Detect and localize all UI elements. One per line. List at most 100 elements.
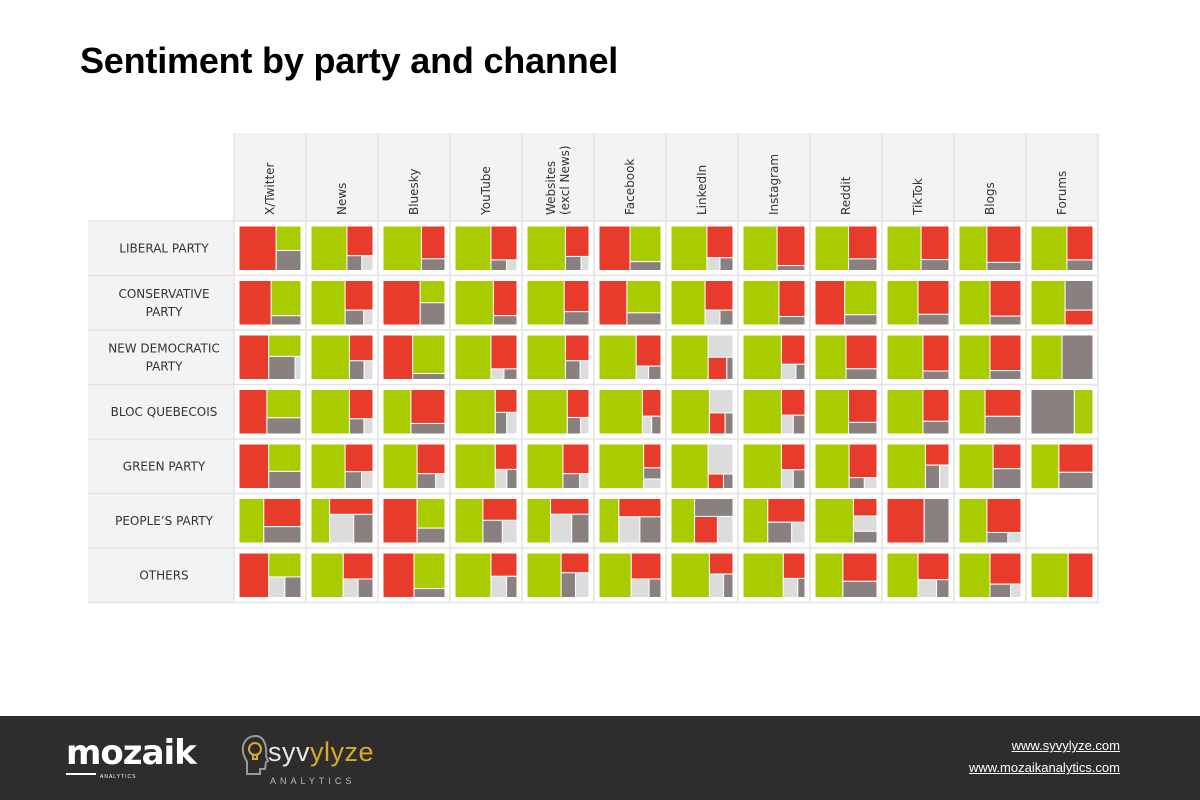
cell-segment-negative: [238, 334, 270, 380]
cell-segment-positive: [886, 389, 924, 435]
row-header-label: CONSERVATIVE PARTY: [118, 287, 209, 319]
cell-segment-negative: [1058, 443, 1094, 473]
cell-segment-neutral: [635, 365, 650, 380]
cell-segment-positive: [598, 552, 632, 598]
cell-segment-positive: [454, 280, 494, 326]
cell-segment-neutral: [580, 416, 590, 435]
row-header-background: [88, 221, 234, 603]
cell-segment-negative: [342, 552, 374, 580]
column-header-label: X/Twitter: [263, 162, 277, 215]
cell-segment-neutral: [1007, 531, 1022, 544]
cell-segment-positive: [526, 280, 565, 326]
cell-segment-other: [726, 356, 734, 380]
cell-segment-other: [410, 422, 446, 435]
cell-segment-neutral: [1010, 583, 1022, 599]
cell-segment-other: [778, 316, 806, 326]
cell-segment-other: [923, 498, 950, 544]
cell-segment-positive: [416, 498, 446, 529]
row-header-label: OTHERS: [139, 568, 188, 582]
cell-segment-positive: [814, 498, 854, 544]
cell-segment-negative: [490, 334, 518, 370]
cell-segment-negative: [643, 443, 662, 469]
cell-segment-neutral: [329, 513, 355, 544]
cell-segment-positive: [526, 389, 568, 435]
cell-segment-other: [357, 578, 374, 599]
cell-segment-negative: [782, 552, 806, 579]
cell-segment-neutral: [550, 513, 573, 544]
cell-segment-neutral: [707, 443, 734, 475]
cell-segment-negative: [490, 552, 518, 577]
cell-segment-negative: [1066, 225, 1094, 261]
head-lightbulb-icon: [241, 734, 270, 775]
cell-segment-negative: [382, 552, 415, 598]
cell-segment-negative: [238, 280, 272, 326]
cell-segment-negative: [344, 443, 374, 473]
cell-segment-negative: [563, 280, 590, 313]
cell-segment-other: [920, 259, 950, 271]
cell-segment-positive: [958, 498, 988, 544]
cell-segment-positive: [598, 334, 637, 380]
cell-segment-other: [1030, 389, 1075, 435]
cell-segment-neutral: [791, 521, 806, 544]
syvylyze-link[interactable]: www.syvylyze.com: [1011, 738, 1120, 753]
cell-segment-other: [651, 415, 662, 435]
cell-segment-positive: [310, 443, 346, 489]
cell-segment-positive: [626, 280, 662, 314]
cell-segment-negative: [986, 225, 1022, 263]
cell-segment-negative: [694, 515, 718, 544]
cell-segment-negative: [708, 412, 726, 435]
cell-segment-other: [986, 531, 1009, 544]
cell-segment-other: [571, 513, 590, 544]
cell-segment-other: [419, 302, 446, 326]
cell-segment-negative: [845, 334, 878, 370]
cell-segment-positive: [670, 552, 710, 598]
cell-segment-neutral: [506, 411, 518, 435]
cell-segment-other: [268, 470, 302, 490]
cell-segment-other: [1066, 259, 1094, 271]
cell-segment-other: [992, 468, 1022, 490]
cell-segment-positive: [270, 280, 302, 317]
cell-segment-other: [275, 249, 302, 272]
cell-segment-other: [719, 257, 734, 272]
cell-segment-other: [694, 498, 734, 517]
cell-segment-negative: [382, 280, 421, 326]
cell-segment-positive: [310, 225, 348, 271]
cell-segment-other: [852, 530, 878, 544]
cell-segment-other: [722, 473, 734, 490]
cell-segment-other: [986, 261, 1022, 272]
cell-segment-neutral: [782, 577, 799, 598]
cell-segment-other: [767, 521, 793, 544]
cell-segment-other: [845, 368, 878, 381]
cell-segment-positive: [268, 443, 302, 472]
cell-segment-neutral: [501, 519, 518, 544]
cell-segment-negative: [344, 280, 374, 311]
cell-segment-positive: [413, 552, 446, 590]
cell-segment-negative: [382, 334, 414, 380]
syvylyze-logo: syvylyze: [268, 737, 375, 767]
cell-segment-positive: [742, 443, 782, 489]
syvylyze-logo-sub: ANALYTICS: [270, 776, 356, 786]
cell-segment-negative: [848, 443, 878, 479]
cell-segment-neutral: [863, 477, 878, 489]
cell-segment-positive: [238, 498, 265, 544]
cell-segment-negative: [348, 334, 374, 362]
cell-segment-other: [566, 416, 582, 435]
mozaik-logo: mozaik: [66, 733, 197, 773]
cell-segment-negative: [992, 443, 1022, 470]
cell-segment-positive: [742, 498, 769, 544]
mozaik-logo-bar: [66, 773, 96, 775]
cell-segment-positive: [742, 389, 782, 435]
cell-segment-negative: [917, 552, 950, 581]
cell-segment-negative: [984, 389, 1022, 417]
cell-segment-negative: [238, 552, 270, 598]
mozaik-link[interactable]: www.mozaikanalytics.com: [969, 760, 1120, 775]
cell-segment-positive: [275, 225, 302, 251]
cell-segment-negative: [852, 498, 878, 517]
row-header-label: GREEN PARTY: [123, 459, 206, 473]
cell-segment-neutral: [939, 464, 950, 489]
cell-segment-other: [724, 412, 734, 435]
cell-segment-positive: [886, 334, 924, 380]
cell-segment-neutral: [361, 471, 374, 490]
cell-segment-neutral: [363, 309, 374, 326]
cell-segment-negative: [494, 389, 518, 413]
